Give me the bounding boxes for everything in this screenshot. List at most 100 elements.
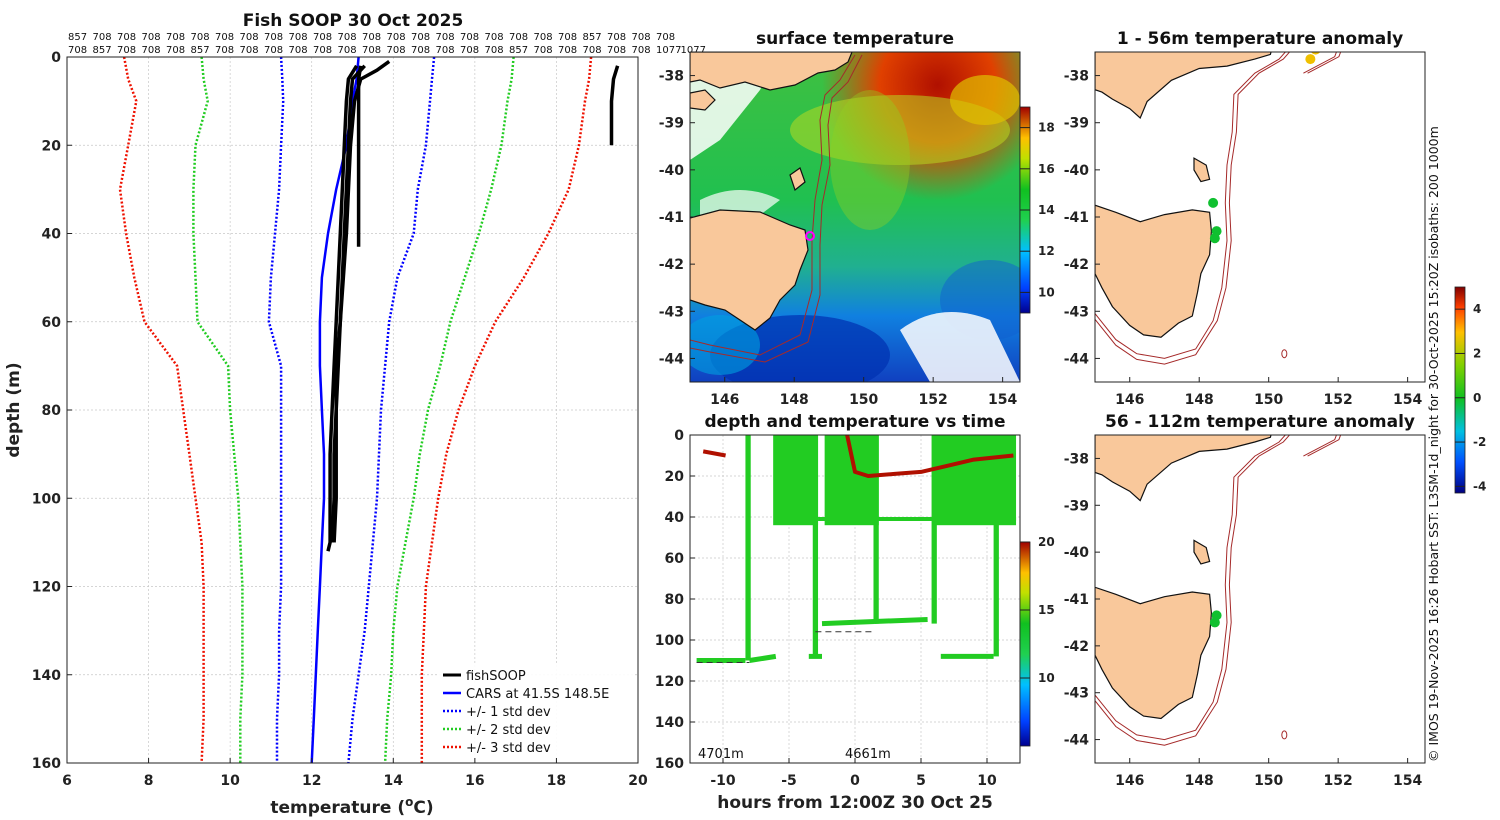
timeseries-deep-cast — [993, 435, 999, 657]
profile-title: Fish SOOP 30 Oct 2025 — [243, 11, 464, 31]
profile-id-label: 857 — [509, 45, 528, 56]
profile-id-label: 708 — [191, 32, 210, 43]
sst-cbar-label: 14 — [1038, 203, 1055, 217]
anomaly-lower-ytick-label: -41 — [1064, 592, 1089, 608]
profile-series-line — [383, 56, 515, 764]
sst-xtick-label: 150 — [849, 392, 878, 408]
profile-id-label: 708 — [117, 45, 136, 56]
sst-xtick-label: 152 — [919, 392, 948, 408]
profile-id-label: 857 — [93, 45, 112, 56]
profile-id-label: 708 — [558, 45, 577, 56]
anomaly-upper-anomaly-point — [1209, 233, 1220, 244]
profile-x-ticks: 6 8 10 12 14 16 18 20 — [62, 758, 648, 789]
anomaly-lower-ytick-label: -38 — [1064, 451, 1089, 467]
timeseries-deep-cast — [931, 435, 937, 624]
anomaly-lower-anomaly-point — [1211, 610, 1222, 621]
sst-ytick-label: -41 — [659, 210, 684, 226]
anomaly-upper-isobath — [1095, 52, 1291, 365]
timeseries-xtick-label: -10 — [710, 773, 736, 789]
timeseries-ytick-label: 140 — [655, 715, 684, 731]
profile-id-label: 708 — [362, 45, 381, 56]
sst-cbar-label: 18 — [1038, 121, 1055, 135]
anomaly-lower-island — [1193, 539, 1211, 565]
profile-id-label: 708 — [142, 32, 161, 43]
profile-ytick-label: 120 — [32, 580, 61, 596]
timeseries-ytick-label: 60 — [665, 551, 685, 567]
profile-xtick-label: 6 — [62, 773, 72, 789]
profile-id-label: 708 — [215, 32, 234, 43]
timeseries-ytick-label: 100 — [655, 633, 684, 649]
profile-id-label: 857 — [583, 32, 602, 43]
profile-id-label: 708 — [117, 32, 136, 43]
profile-id-label: 708 — [166, 32, 185, 43]
profile-id-label: 708 — [313, 45, 332, 56]
profile-id-label: 708 — [411, 45, 430, 56]
anomaly-upper-xtick-label: 154 — [1393, 392, 1422, 408]
profile-id-label: 708 — [607, 45, 626, 56]
sst-ytick-label: -38 — [659, 69, 684, 85]
profile-id-label: 708 — [264, 45, 283, 56]
timeseries-cast-band — [934, 435, 1017, 526]
profile-id-label: 708 — [240, 45, 259, 56]
profile-id-label: 708 — [264, 32, 283, 43]
timeseries-xlabel: hours from 12:00Z 30 Oct 25 — [717, 793, 993, 813]
timeseries-ytick-label: 80 — [665, 592, 685, 608]
sst-panel: surface temperature 146 148 150 152 154 -38-… — [659, 29, 1055, 408]
anomaly-upper-isobath — [1303, 52, 1337, 74]
profile-id-label: 708 — [436, 32, 455, 43]
profile-ytick-label: 60 — [42, 315, 62, 331]
profile-id-label: 708 — [387, 45, 406, 56]
profile-series-line — [609, 65, 620, 146]
profile-ylabel: depth (m) — [4, 362, 24, 457]
profile-ytick-label: 0 — [51, 50, 61, 66]
anomaly-upper-ytick-label: -40 — [1064, 163, 1090, 179]
timeseries-colorbar-ticks: 10 15 20 — [1020, 535, 1055, 685]
timeseries-depth-track — [821, 619, 875, 627]
profile-id-label: 708 — [338, 32, 357, 43]
timeseries-colorbar — [1019, 541, 1031, 747]
profile-id-label: 708 — [485, 45, 504, 56]
profile-id-label: 857 — [68, 32, 87, 43]
timeseries-xtick-label: 0 — [850, 773, 860, 789]
timeseries-xtick-label: 5 — [916, 773, 926, 789]
profile-id-label: 708 — [411, 32, 430, 43]
profile-xtick-label: 8 — [144, 773, 154, 789]
timeseries-ytick-label: 40 — [665, 510, 685, 526]
anomaly-lower-xtick-label: 148 — [1185, 773, 1214, 789]
profile-series-line — [267, 56, 285, 763]
sst-title: surface temperature — [756, 29, 954, 49]
profile-id-label: 708 — [166, 45, 185, 56]
profile-ytick-label: 80 — [42, 403, 62, 419]
timeseries-ytick-label: 120 — [655, 674, 684, 690]
anomaly-lower-isobath — [1303, 435, 1337, 457]
sst-xtick-label: 154 — [988, 392, 1017, 408]
anomaly-lower-isobath — [1095, 435, 1291, 746]
timeseries-cbar-label: 15 — [1038, 603, 1055, 617]
anomaly-upper-tasmania — [1095, 204, 1213, 338]
timeseries-y-ticks: 0 20 40 60 80 100 120 140 160 — [655, 428, 695, 772]
timeseries-annot-1: 4701m — [698, 747, 744, 762]
credit-text: © IMOS 19-Nov-2025 16:26 Hobart SST: L3S… — [1426, 126, 1441, 762]
profile-id-label: 708 — [534, 32, 553, 43]
profile-grid — [66, 56, 639, 764]
profile-ytick-label: 20 — [42, 138, 62, 154]
anomaly-upper-title: 1 - 56m temperature anomaly — [1117, 29, 1403, 49]
anomaly-cbar-label: -2 — [1473, 435, 1486, 449]
anomaly-lower-ytick-label: -39 — [1064, 498, 1089, 514]
anomaly-upper-xtick-label: 152 — [1324, 392, 1353, 408]
anomaly-colorbar-ticks: -4 -2 0 2 4 — [1455, 302, 1486, 493]
anomaly-lower-map — [1095, 435, 1342, 746]
profile-series-line — [192, 56, 244, 763]
anomaly-upper-y-ticks: -38 -39 -40 -41 -42 -43 -44 — [1064, 69, 1100, 367]
timeseries-x-ticks: -10 -5 0 5 10 — [710, 758, 997, 789]
sst-xtick-label: 146 — [710, 392, 739, 408]
timeseries-ytick-label: 0 — [674, 428, 684, 444]
anomaly-upper-x-ticks: 146 148 150 152 154 — [1115, 377, 1422, 408]
profile-id-label: 708 — [460, 32, 479, 43]
profile-id-label: 1077 — [681, 45, 706, 56]
sst-ytick-label: -39 — [659, 116, 684, 132]
sst-y-ticks: -38 -39 -40 -41 -42 -43 -44 — [659, 69, 695, 367]
anomaly-upper-anomaly-point — [1311, 52, 1320, 55]
anomaly-upper-map — [1095, 52, 1342, 365]
